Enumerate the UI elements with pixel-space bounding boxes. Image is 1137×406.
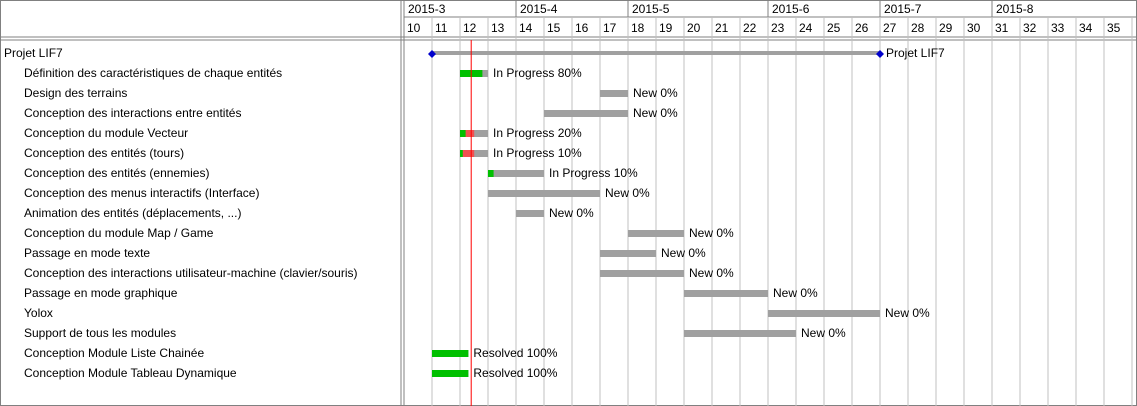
task-status-label: New 0% (801, 326, 846, 340)
week-tick-label: 24 (799, 21, 813, 35)
week-tick-label: 20 (687, 21, 701, 35)
week-tick-label: 12 (463, 21, 477, 35)
task-status-label: New 0% (633, 106, 678, 120)
task-bar[interactable] (516, 210, 544, 217)
project-start-milestone (428, 50, 436, 58)
task-late-bar (460, 130, 475, 137)
month-label: 2015-3 (408, 2, 446, 16)
task-status-label: In Progress 10% (493, 146, 582, 160)
task-status-label: New 0% (605, 186, 650, 200)
week-tick-label: 10 (407, 21, 421, 35)
task-name[interactable]: Conception des interactions utilisateur-… (24, 266, 357, 280)
task-progress-bar (488, 170, 494, 177)
week-tick-label: 25 (827, 21, 841, 35)
task-name[interactable]: Conception Module Liste Chainée (24, 346, 204, 360)
task-progress-bar (460, 130, 466, 137)
week-tick-label: 28 (911, 21, 925, 35)
week-tick-label: 32 (1023, 21, 1037, 35)
task-bar[interactable] (600, 90, 628, 97)
task-name[interactable]: Animation des entités (déplacements, ...… (24, 206, 241, 220)
task-name[interactable]: Conception des menus interactifs (Interf… (24, 186, 259, 200)
task-status-label: Resolved 100% (473, 346, 557, 360)
project-end-label: Projet LIF7 (886, 46, 945, 60)
task-bar[interactable] (684, 290, 768, 297)
week-tick-label: 13 (491, 21, 505, 35)
week-tick-label: 31 (995, 21, 1009, 35)
task-bar[interactable] (684, 330, 796, 337)
task-bar[interactable] (488, 170, 544, 177)
task-name[interactable]: Passage en mode graphique (24, 286, 178, 300)
task-name[interactable]: Conception des entités (tours) (24, 146, 184, 160)
week-tick-label: 15 (547, 21, 561, 35)
month-label: 2015-7 (884, 2, 922, 16)
task-status-label: New 0% (885, 306, 930, 320)
task-progress-bar (432, 350, 469, 357)
task-status-label: In Progress 10% (549, 166, 638, 180)
week-tick-label: 17 (603, 21, 617, 35)
week-tick-label: 14 (519, 21, 533, 35)
week-tick-label: 22 (743, 21, 757, 35)
week-tick-label: 26 (855, 21, 869, 35)
task-name[interactable]: Yolox (24, 306, 53, 320)
task-progress-bar (460, 150, 463, 157)
month-label: 2015-8 (996, 2, 1034, 16)
month-label: 2015-5 (632, 2, 670, 16)
task-name[interactable]: Conception des interactions entre entité… (24, 106, 241, 120)
week-tick-label: 29 (939, 21, 953, 35)
task-name[interactable]: Support de tous les modules (24, 326, 176, 340)
month-label: 2015-4 (520, 2, 558, 16)
task-status-label: New 0% (773, 286, 818, 300)
task-name[interactable]: Conception du module Vecteur (24, 126, 188, 140)
week-tick-label: 33 (1051, 21, 1065, 35)
project-name: Projet LIF7 (4, 46, 63, 60)
week-tick-label: 18 (631, 21, 645, 35)
week-tick-label: 27 (883, 21, 897, 35)
task-status-label: New 0% (661, 246, 706, 260)
task-name[interactable]: Design des terrains (24, 86, 127, 100)
project-end-milestone (876, 50, 884, 58)
task-bar[interactable] (628, 230, 684, 237)
task-name[interactable]: Conception des entités (ennemies) (24, 166, 209, 180)
task-status-label: New 0% (689, 226, 734, 240)
task-bar[interactable] (544, 110, 628, 117)
task-status-label: In Progress 80% (493, 66, 582, 80)
week-tick-label: 19 (659, 21, 673, 35)
task-status-label: New 0% (689, 266, 734, 280)
task-bar[interactable] (600, 270, 684, 277)
task-name[interactable]: Définition des caractéristiques de chaqu… (24, 66, 282, 80)
task-bar[interactable] (488, 190, 600, 197)
task-late-bar (460, 150, 475, 157)
task-bar[interactable] (768, 310, 880, 317)
week-tick-label: 11 (435, 21, 448, 35)
month-label: 2015-6 (772, 2, 810, 16)
week-tick-label: 23 (771, 21, 785, 35)
task-status-label: New 0% (549, 206, 594, 220)
task-progress-bar (432, 370, 469, 377)
week-tick-label: 30 (967, 21, 981, 35)
task-status-label: New 0% (633, 86, 678, 100)
task-name[interactable]: Passage en mode texte (24, 246, 150, 260)
week-tick-label: 21 (715, 21, 729, 35)
task-name[interactable]: Conception Module Tableau Dynamique (24, 366, 237, 380)
week-tick-label: 34 (1079, 21, 1093, 35)
project-bar (432, 51, 880, 55)
task-bar[interactable] (600, 250, 656, 257)
week-tick-label: 16 (575, 21, 589, 35)
task-status-label: Resolved 100% (473, 366, 557, 380)
week-tick-label: 35 (1107, 21, 1121, 35)
task-name[interactable]: Conception du module Map / Game (24, 226, 214, 240)
task-status-label: In Progress 20% (493, 126, 582, 140)
